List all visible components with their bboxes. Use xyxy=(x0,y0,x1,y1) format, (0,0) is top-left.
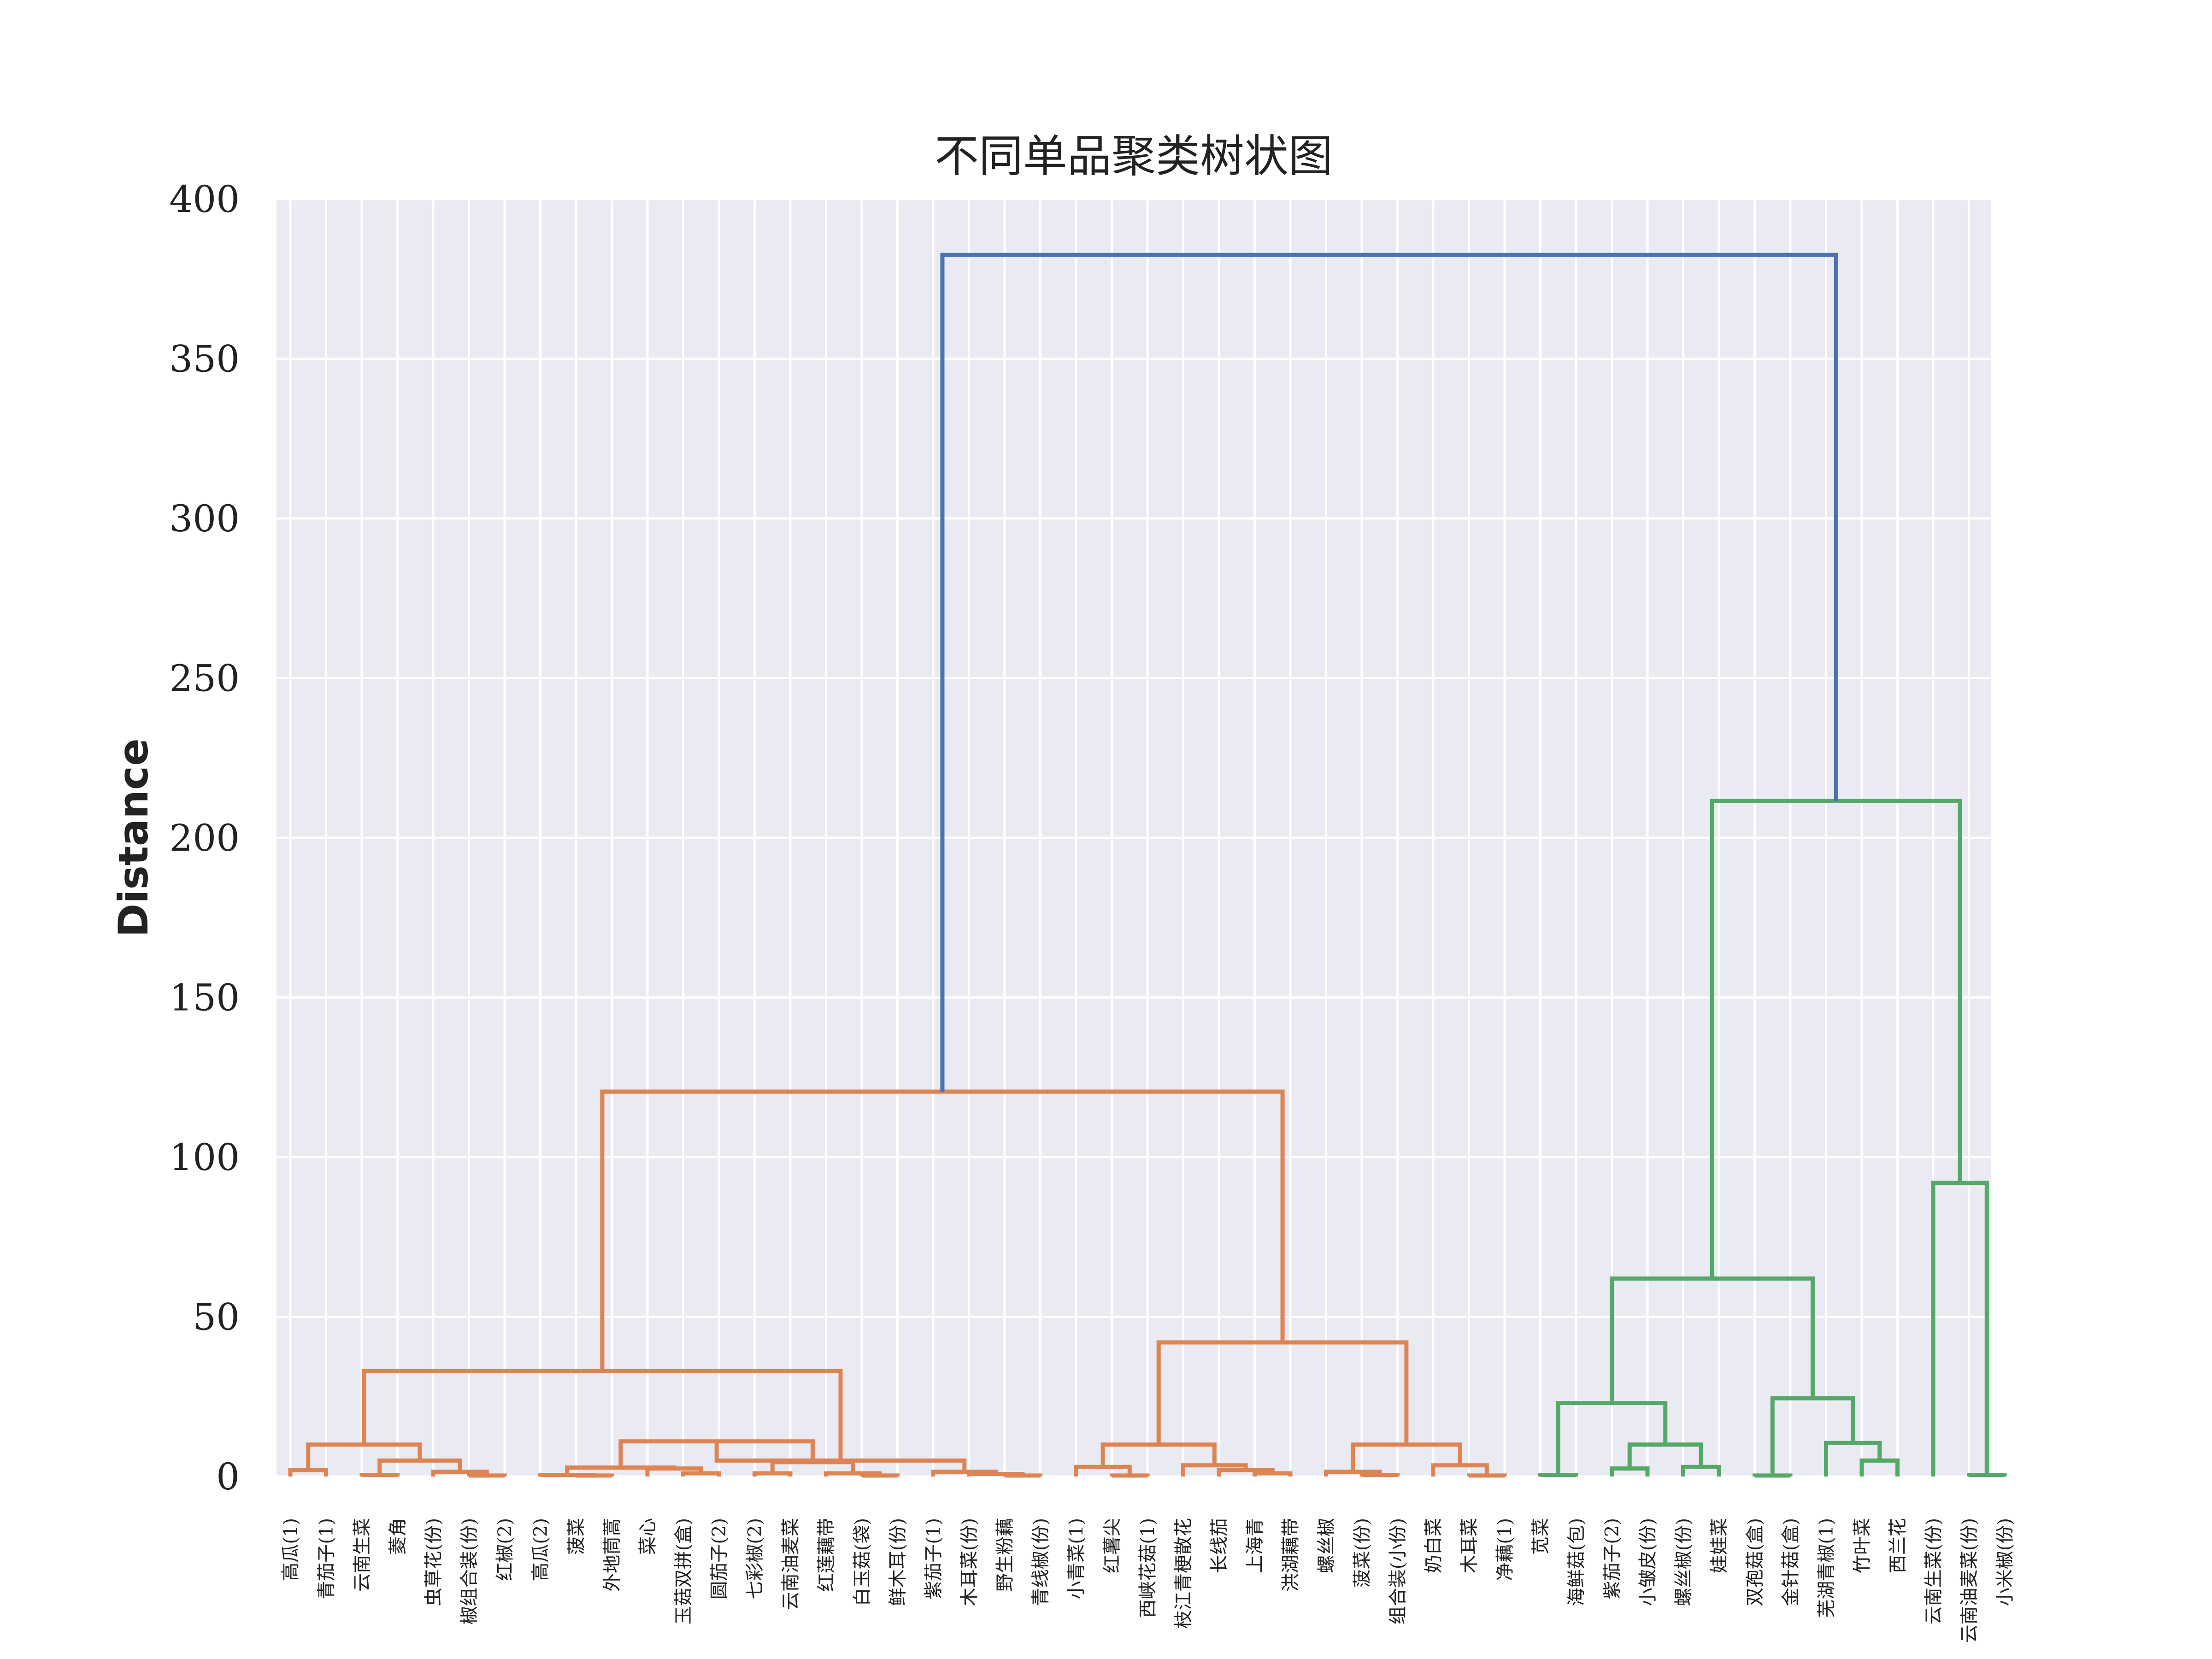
dendrogram-link xyxy=(1538,1473,1578,1477)
leaf-label: 云南生菜(份) xyxy=(1923,1518,1944,1624)
leaf-label: 金针菇(盒) xyxy=(1780,1518,1801,1606)
leaf-label: 云南油麦菜(份) xyxy=(1959,1518,1980,1643)
y-tick-label: 350 xyxy=(169,338,240,381)
leaf-label: 净藕(1) xyxy=(1494,1518,1516,1581)
dendrogram-links xyxy=(288,253,2007,1478)
leaf-label: 海鲜菇(包) xyxy=(1566,1518,1587,1606)
leaf-label: 外地茼蒿 xyxy=(602,1518,623,1592)
leaf-label: 芜湖青椒(1) xyxy=(1816,1518,1837,1618)
dendrogram-link xyxy=(1467,1473,1507,1478)
dendrogram-link xyxy=(1770,1396,1855,1476)
leaf-label: 紫茄子(1) xyxy=(923,1518,944,1600)
leaf-label: 云南油麦菜 xyxy=(780,1518,801,1610)
dendrogram-link xyxy=(1181,1463,1248,1477)
dendrogram-link xyxy=(467,1473,507,1478)
y-axis-label: Distance xyxy=(110,738,157,937)
leaf-label: 西峡花菇(1) xyxy=(1137,1518,1159,1618)
y-tick-label: 100 xyxy=(169,1136,240,1179)
dendrogram-link xyxy=(1824,1441,1882,1477)
leaf-label: 小皱皮(份) xyxy=(1637,1518,1659,1606)
leaf-label: 玉菇双拼(盒) xyxy=(673,1518,694,1624)
leaf-label: 小青菜(1) xyxy=(1066,1518,1087,1600)
leaf-label: 竹叶菜 xyxy=(1852,1518,1873,1573)
leaf-label: 云南生菜 xyxy=(352,1518,373,1592)
leaf-label: 螺丝椒(份) xyxy=(1673,1518,1694,1606)
leaf-label: 木耳菜(份) xyxy=(959,1518,980,1606)
leaf-label: 七彩椒(2) xyxy=(745,1518,766,1600)
dendrogram-link xyxy=(1110,1473,1150,1478)
dendrogram-link xyxy=(967,1471,1025,1477)
leaf-label: 虫草花(份) xyxy=(423,1518,444,1606)
y-tick-label: 400 xyxy=(169,178,240,221)
leaf-label: 双孢菇(盒) xyxy=(1745,1518,1766,1606)
dendrogram-link xyxy=(1753,1473,1793,1478)
leaf-label: 苋菜 xyxy=(1530,1518,1552,1555)
grid-lines xyxy=(276,198,2006,1478)
y-axis-ticks: 0 50 100 150 200 250 300 350 400 xyxy=(169,178,240,1498)
leaf-label: 鲜木耳(份) xyxy=(888,1518,909,1606)
leaf-label: 组合装(小份) xyxy=(1388,1518,1409,1624)
leaf-label: 青茄子(1) xyxy=(316,1518,337,1600)
leaf-label: 椒组合装(份) xyxy=(459,1518,480,1624)
leaf-label: 菜心 xyxy=(637,1518,659,1555)
y-tick-label: 150 xyxy=(169,977,240,1019)
leaf-label: 上海青 xyxy=(1245,1518,1266,1573)
y-tick-label: 50 xyxy=(193,1296,240,1339)
leaf-label: 小米椒(份) xyxy=(1994,1518,2016,1606)
y-tick-label: 250 xyxy=(169,657,240,700)
chart-title: 不同单品聚类树状图 xyxy=(935,130,1333,182)
dendrogram-link xyxy=(359,1473,400,1477)
leaf-label: 菠菜 xyxy=(566,1518,587,1555)
dendrogram-link xyxy=(859,1473,900,1478)
leaf-label: 洪湖藕带 xyxy=(1280,1518,1301,1592)
y-tick-label: 200 xyxy=(169,817,240,859)
leaf-label: 菠菜(份) xyxy=(1352,1518,1373,1588)
leaf-label: 娃娃菜 xyxy=(1709,1518,1730,1573)
dendrogram-link xyxy=(538,1473,596,1477)
leaf-label: 青线椒(份) xyxy=(1030,1518,1052,1606)
leaf-label: 木耳菜 xyxy=(1459,1518,1480,1573)
dendrogram-link xyxy=(1710,799,1962,1279)
leaf-label: 菱角 xyxy=(388,1518,409,1555)
leaf-label: 红椒(2) xyxy=(494,1518,516,1581)
leaf-label: 紫茄子(2) xyxy=(1602,1518,1623,1600)
leaf-label: 枝江青梗散花 xyxy=(1173,1518,1194,1629)
dendrogram-link xyxy=(1967,1473,2007,1477)
leaf-label: 长线茄 xyxy=(1209,1518,1230,1573)
dendrogram-link xyxy=(600,1089,1285,1371)
dendrogram-link xyxy=(1610,1466,1650,1477)
leaf-label: 白玉菇(袋) xyxy=(852,1518,873,1606)
dendrogram-link xyxy=(565,1465,677,1475)
leaf-label: 高瓜(2) xyxy=(530,1518,552,1581)
leaf-label: 奶白菜 xyxy=(1423,1518,1444,1573)
leaf-label: 高瓜(1) xyxy=(280,1518,301,1581)
leaf-label: 红莲藕带 xyxy=(816,1518,837,1592)
leaf-label: 螺丝椒 xyxy=(1316,1518,1337,1573)
y-tick-label: 300 xyxy=(169,497,240,540)
leaf-label: 红薯尖 xyxy=(1102,1518,1123,1573)
leaf-label: 西兰花 xyxy=(1888,1518,1909,1573)
y-tick-label: 0 xyxy=(216,1455,240,1498)
leaf-label: 野生粉藕 xyxy=(994,1518,1016,1592)
x-axis-leaf-labels: 高瓜(1) 青茄子(1) 云南生菜 菱角 虫草花(份) 椒组合装(份) 红椒(2) 高瓜(2)… xyxy=(280,1518,2016,1643)
dendrogram-link xyxy=(1431,1463,1489,1477)
dendrogram-link xyxy=(1359,1473,1400,1477)
leaf-label: 圆茄子(2) xyxy=(709,1518,730,1600)
dendrogram-link xyxy=(940,253,1838,1092)
